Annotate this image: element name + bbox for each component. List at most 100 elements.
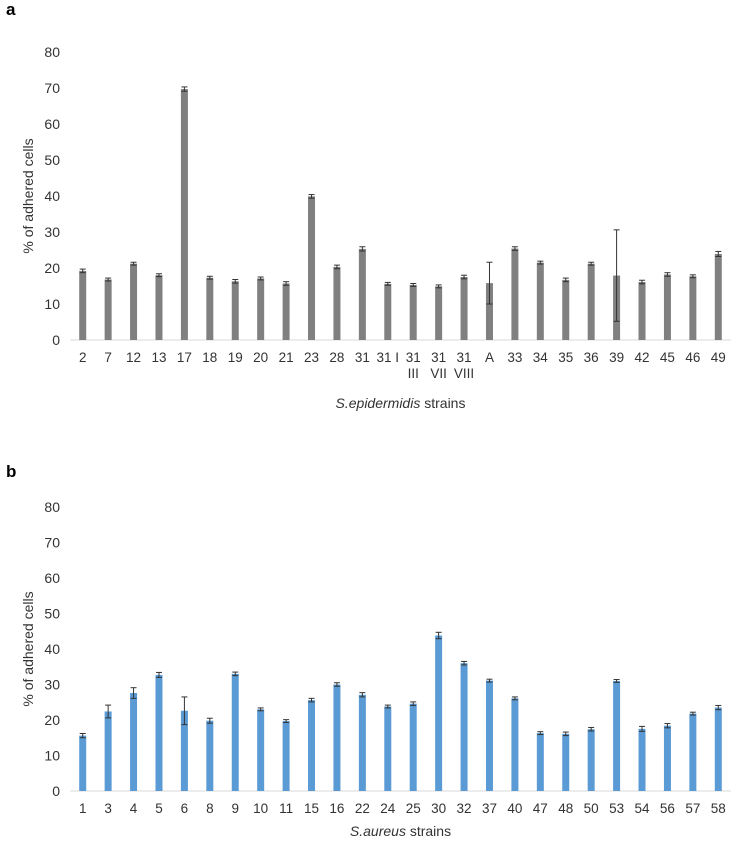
bar (562, 279, 570, 340)
bar (536, 733, 544, 791)
x-tick-label: 16 (329, 801, 344, 816)
x-axis-label-species: S.epidermidis (336, 395, 421, 411)
x-tick-label: 3 (104, 801, 112, 816)
y-tick-label: 30 (44, 224, 60, 240)
error-bar (283, 719, 290, 723)
error-bar (79, 268, 86, 274)
error-bar (155, 671, 162, 678)
error-bar (588, 726, 595, 732)
error-bar (308, 697, 315, 703)
bar (79, 270, 87, 340)
error-bar (257, 276, 264, 281)
x-tick-label: 32 (457, 801, 472, 816)
error-bar (232, 671, 239, 677)
x-tick-label: 53 (609, 801, 624, 816)
x-tick-label: 2 (79, 350, 87, 365)
bar (308, 196, 316, 340)
x-tick-label: 7 (104, 350, 112, 365)
bar (613, 680, 621, 791)
error-bar (308, 194, 315, 199)
bar (638, 282, 646, 340)
y-axis-label: % of adhered cells (20, 591, 36, 706)
y-tick-label: 80 (44, 499, 60, 515)
bar (79, 735, 87, 791)
error-bar (461, 660, 468, 666)
bar (689, 713, 697, 791)
error-bar (155, 273, 162, 278)
x-tick-label: 1 (79, 801, 87, 816)
x-tick-label: 35 (558, 350, 573, 365)
bar (714, 707, 722, 791)
bar (231, 673, 239, 791)
bar (206, 720, 214, 791)
error-bar (181, 86, 188, 92)
panel-b-letter: b (6, 462, 17, 481)
x-tick-label: III (408, 366, 419, 381)
bar (587, 729, 595, 791)
bar (180, 710, 188, 791)
x-tick-label: 36 (584, 350, 599, 365)
error-bar (283, 281, 290, 286)
error-bar (333, 682, 340, 687)
x-axis-label-species: S.aureus (350, 823, 406, 839)
x-tick-label: 39 (609, 350, 624, 365)
x-tick-label: VIII (454, 366, 474, 381)
x-tick-label: 56 (660, 801, 675, 816)
bar (333, 684, 341, 791)
bar (257, 278, 265, 340)
x-tick-label: 28 (329, 350, 344, 365)
x-tick-label: 31 (457, 350, 472, 365)
bar (460, 663, 468, 791)
error-bar (537, 260, 544, 265)
x-tick-label: 48 (558, 801, 573, 816)
y-tick-label: 50 (44, 606, 60, 622)
x-tick-label: 9 (231, 801, 239, 816)
bar (409, 703, 417, 791)
bar (155, 275, 163, 340)
y-tick-label: 30 (44, 677, 60, 693)
error-bar (715, 704, 722, 711)
x-tick-label: 31 I (377, 350, 400, 365)
error-bar (689, 711, 696, 716)
y-tick-label: 10 (44, 748, 60, 764)
error-bar (435, 631, 442, 640)
bar (206, 277, 214, 340)
bar (485, 283, 493, 340)
error-bar (359, 246, 366, 252)
bar (435, 635, 443, 791)
error-bar (410, 701, 417, 706)
y-tick-label: 80 (44, 44, 60, 60)
bar (257, 709, 265, 791)
error-bar (715, 250, 722, 257)
error-bar (588, 261, 595, 266)
bar (562, 733, 570, 791)
error-bar (435, 284, 442, 289)
x-tick-label: 30 (431, 801, 446, 816)
x-tick-label: 22 (355, 801, 370, 816)
bar (282, 721, 290, 791)
error-bar (181, 696, 188, 726)
error-bar (105, 277, 112, 282)
bar (104, 279, 112, 340)
x-tick-label: 58 (711, 801, 726, 816)
x-tick-label: 11 (279, 801, 293, 816)
bar (460, 277, 468, 340)
chart-a-epidermidis: % of adhered cells 0 10 20 30 40 50 60 70 80 2 7 12 1… (20, 44, 731, 411)
x-tick-label: 15 (304, 801, 319, 816)
x-tick-label: 42 (635, 350, 650, 365)
bar (358, 248, 366, 340)
bar (130, 263, 138, 340)
panel-a-letter: a (6, 0, 16, 19)
x-tick-label: 31 (406, 350, 421, 365)
bar (384, 706, 392, 791)
bar (689, 276, 697, 340)
error-bar (359, 692, 366, 698)
x-tick-label: 50 (584, 801, 599, 816)
error-bar (486, 261, 493, 305)
error-bar (79, 732, 86, 739)
bar (333, 266, 341, 340)
bar (435, 286, 443, 340)
x-tick-label: VII (430, 366, 447, 381)
x-tick-label: 23 (304, 350, 319, 365)
error-bar (384, 704, 391, 709)
